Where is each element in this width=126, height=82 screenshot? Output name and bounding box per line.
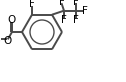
- Text: O: O: [3, 36, 11, 46]
- Text: CH₃: CH₃: [0, 35, 1, 44]
- Text: F: F: [59, 0, 64, 7]
- Text: O: O: [8, 15, 16, 25]
- Text: F: F: [29, 0, 35, 9]
- Text: F: F: [61, 15, 67, 25]
- Text: F: F: [82, 6, 88, 16]
- Text: F: F: [73, 0, 79, 7]
- Text: F: F: [73, 15, 79, 25]
